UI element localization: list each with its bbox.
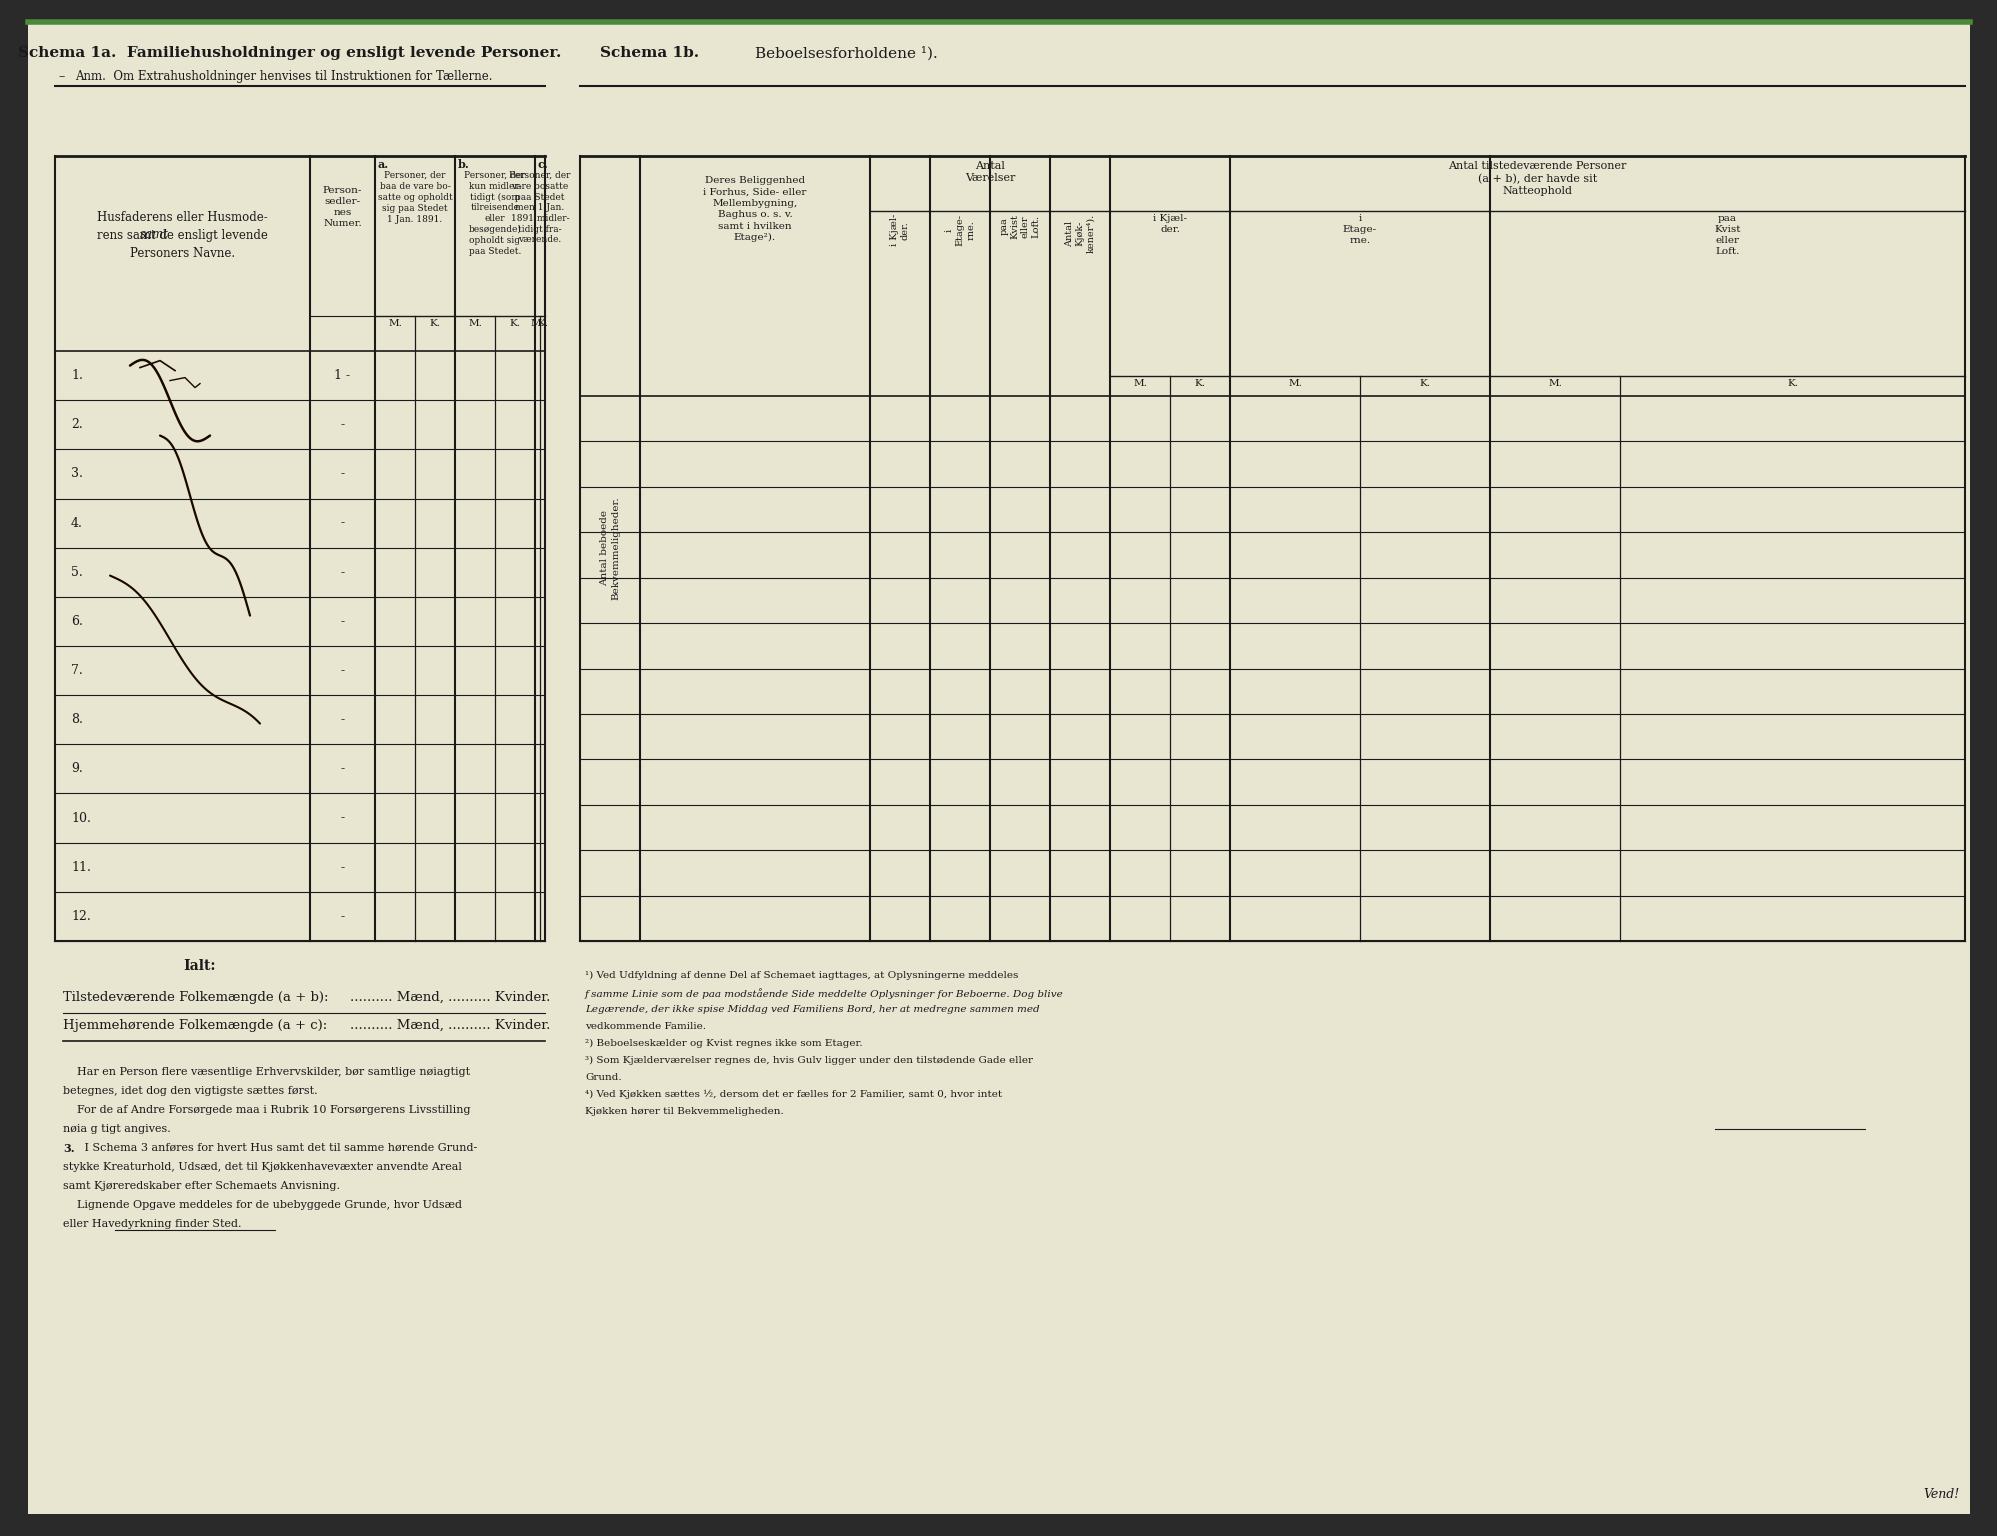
Text: M.: M. bbox=[1132, 379, 1146, 389]
Text: Tilstedeværende Folkemængde (a + b):: Tilstedeværende Folkemængde (a + b): bbox=[64, 991, 328, 1005]
Text: samt: samt bbox=[140, 227, 170, 241]
Text: .......... Mænd, .......... Kvinder.: .......... Mænd, .......... Kvinder. bbox=[349, 1018, 551, 1032]
Text: paa
Kvist
eller
Loft.: paa Kvist eller Loft. bbox=[998, 214, 1040, 240]
Text: -: - bbox=[339, 664, 345, 677]
Text: Schema 1a.  Familiehusholdninger og ensligt levende Personer.: Schema 1a. Familiehusholdninger og ensli… bbox=[18, 46, 561, 60]
Text: c.: c. bbox=[537, 160, 549, 170]
Text: Kjøkken hører til Bekvemmeligheden.: Kjøkken hører til Bekvemmeligheden. bbox=[585, 1107, 783, 1117]
Text: samt Kjøreredskaber efter Schemaets Anvisning.: samt Kjøreredskaber efter Schemaets Anvi… bbox=[64, 1181, 339, 1190]
Text: -: - bbox=[339, 762, 345, 776]
Text: i Kjæl-
der.: i Kjæl- der. bbox=[891, 214, 911, 246]
Text: K.: K. bbox=[509, 319, 521, 329]
Text: M.: M. bbox=[1548, 379, 1562, 389]
Text: -: - bbox=[339, 614, 345, 628]
Text: a.: a. bbox=[377, 160, 389, 170]
Text: K.: K. bbox=[429, 319, 441, 329]
Text: Antal beboede
Bekvemmeligheder.: Antal beboede Bekvemmeligheder. bbox=[599, 496, 621, 601]
Text: -: - bbox=[339, 811, 345, 825]
Text: f samme Linie som de paa modstående Side meddelte Oplysninger for Beboerne. Dog : f samme Linie som de paa modstående Side… bbox=[585, 988, 1064, 998]
Text: Hjemmehørende Folkemængde (a + c):: Hjemmehørende Folkemængde (a + c): bbox=[64, 1018, 328, 1032]
Text: Personer, der
baa de vare bo-
satte og opholdt
sig paa Stedet
1 Jan. 1891.: Personer, der baa de vare bo- satte og o… bbox=[377, 170, 453, 224]
Text: Husfaderens eller Husmode-
rens ​samt de ensligt levende
Personers Navne.: Husfaderens eller Husmode- rens ​samt de… bbox=[98, 210, 268, 260]
Text: eller Havedyrkning finder Sted.: eller Havedyrkning finder Sted. bbox=[64, 1220, 242, 1229]
Text: M.: M. bbox=[387, 319, 401, 329]
Text: 1.: 1. bbox=[72, 369, 82, 382]
Text: Anm.  Om Extrahusholdninger henvises til Instruktionen for Tællerne.: Anm. Om Extrahusholdninger henvises til … bbox=[76, 71, 493, 83]
Text: –: – bbox=[58, 71, 64, 83]
Text: Personer, der
vare bosatte
paa Stedet
men 1 Jan.
1891 midler-
tidigt fra-
værend: Personer, der vare bosatte paa Stedet me… bbox=[509, 170, 571, 244]
Text: 5.: 5. bbox=[72, 565, 82, 579]
Text: Antal tilstedeværende Personer
(a + b), der havde sit
Natteophold: Antal tilstedeværende Personer (a + b), … bbox=[1448, 161, 1628, 197]
Text: K.: K. bbox=[1194, 379, 1206, 389]
Text: 4.: 4. bbox=[72, 516, 82, 530]
Text: ²) Beboelseskælder og Kvist regnes ikke som Etager.: ²) Beboelseskælder og Kvist regnes ikke … bbox=[585, 1038, 863, 1048]
Text: Deres Beliggenhed
i Forhus, Side- eller
Mellembygning,
Baghus o. s. v.
samt i hv: Deres Beliggenhed i Forhus, Side- eller … bbox=[703, 177, 807, 243]
Text: M.: M. bbox=[1288, 379, 1302, 389]
Text: 9.: 9. bbox=[72, 762, 82, 776]
Text: Grund.: Grund. bbox=[585, 1074, 621, 1081]
Text: I Schema 3 anføres for hvert Hus samt det til samme hørende Grund-: I Schema 3 anføres for hvert Hus samt de… bbox=[82, 1143, 477, 1154]
Text: 3.: 3. bbox=[64, 1143, 74, 1154]
Text: 12.: 12. bbox=[72, 909, 90, 923]
Text: Personer, der
kun midler-
tidigt (som
tilreisende
eller
besøgende)
opholdt sig
p: Personer, der kun midler- tidigt (som ti… bbox=[463, 170, 525, 255]
Text: -: - bbox=[339, 516, 345, 530]
Text: M.: M. bbox=[531, 319, 545, 329]
Text: Antal
Kjøk-
kener⁴).: Antal Kjøk- kener⁴). bbox=[1064, 214, 1094, 253]
Text: 6.: 6. bbox=[72, 614, 82, 628]
Text: Ialt:: Ialt: bbox=[184, 958, 216, 972]
Text: -: - bbox=[339, 565, 345, 579]
Text: 2.: 2. bbox=[72, 418, 82, 432]
Text: betegnes, idet dog den vigtigste sættes først.: betegnes, idet dog den vigtigste sættes … bbox=[64, 1086, 318, 1097]
Text: i
Etage-
rne.: i Etage- rne. bbox=[945, 214, 975, 246]
Text: ⁴) Ved Kjøkken sættes ½, dersom det er fælles for 2 Familier, samt 0, hvor intet: ⁴) Ved Kjøkken sættes ½, dersom det er f… bbox=[585, 1091, 1002, 1100]
Text: Har en Person flere væsentlige Erhvervskilder, bør samtlige nøiagtigt: Har en Person flere væsentlige Erhvervsk… bbox=[64, 1068, 469, 1077]
Text: ¹) Ved Udfyldning af denne Del af Schemaet iagttages, at Oplysningerne meddeles: ¹) Ved Udfyldning af denne Del af Schema… bbox=[585, 971, 1018, 980]
Text: Beboelsesforholdene ¹).: Beboelsesforholdene ¹). bbox=[755, 46, 939, 60]
Text: -: - bbox=[339, 418, 345, 432]
Text: Person-
sedler-
nes
Numer.: Person- sedler- nes Numer. bbox=[324, 186, 361, 229]
Text: Vend!: Vend! bbox=[1923, 1488, 1959, 1501]
Text: i Kjæl-
der.: i Kjæl- der. bbox=[1152, 214, 1186, 233]
Text: Schema 1b.: Schema 1b. bbox=[599, 46, 699, 60]
Text: 7.: 7. bbox=[72, 664, 82, 677]
Text: Antal
Værelser: Antal Værelser bbox=[965, 161, 1014, 183]
Text: 8.: 8. bbox=[72, 713, 82, 727]
Text: nøia g tigt angives.: nøia g tigt angives. bbox=[64, 1124, 172, 1134]
Text: K.: K. bbox=[537, 319, 547, 329]
Text: K.: K. bbox=[1420, 379, 1430, 389]
Text: Lignende Opgave meddeles for de ubebyggede Grunde, hvor Udsæd: Lignende Opgave meddeles for de ubebygge… bbox=[64, 1200, 461, 1210]
Text: .......... Mænd, .......... Kvinder.: .......... Mænd, .......... Kvinder. bbox=[349, 991, 551, 1005]
Text: Legærende, der ikke spise Middag ved Familiens Bord, her at medregne sammen med: Legærende, der ikke spise Middag ved Fam… bbox=[585, 1005, 1040, 1014]
Text: 10.: 10. bbox=[72, 811, 92, 825]
Text: 3.: 3. bbox=[72, 467, 82, 481]
Text: b.: b. bbox=[457, 160, 469, 170]
Text: vedkommende Familie.: vedkommende Familie. bbox=[585, 1021, 707, 1031]
Text: 11.: 11. bbox=[72, 860, 92, 874]
Text: K.: K. bbox=[1787, 379, 1797, 389]
Text: -: - bbox=[339, 713, 345, 727]
Text: paa
Kvist
eller
Loft.: paa Kvist eller Loft. bbox=[1713, 214, 1741, 257]
Text: -: - bbox=[339, 860, 345, 874]
Text: M.: M. bbox=[467, 319, 481, 329]
Text: -: - bbox=[339, 467, 345, 481]
Text: i
Etage-
rne.: i Etage- rne. bbox=[1342, 214, 1378, 246]
Text: stykke Kreaturhold, Udsæd, det til Kjøkkenhavevæxter anvendte Areal: stykke Kreaturhold, Udsæd, det til Kjøkk… bbox=[64, 1163, 461, 1172]
Text: -: - bbox=[339, 909, 345, 923]
Text: 1 -: 1 - bbox=[333, 369, 351, 382]
Text: ³) Som Kjælderværelser regnes de, hvis Gulv ligger under den tilstødende Gade el: ³) Som Kjælderværelser regnes de, hvis G… bbox=[585, 1057, 1032, 1064]
Text: For de af Andre Forsørgede maa i Rubrik 10 Forsørgerens Livsstilling: For de af Andre Forsørgede maa i Rubrik … bbox=[64, 1104, 471, 1115]
